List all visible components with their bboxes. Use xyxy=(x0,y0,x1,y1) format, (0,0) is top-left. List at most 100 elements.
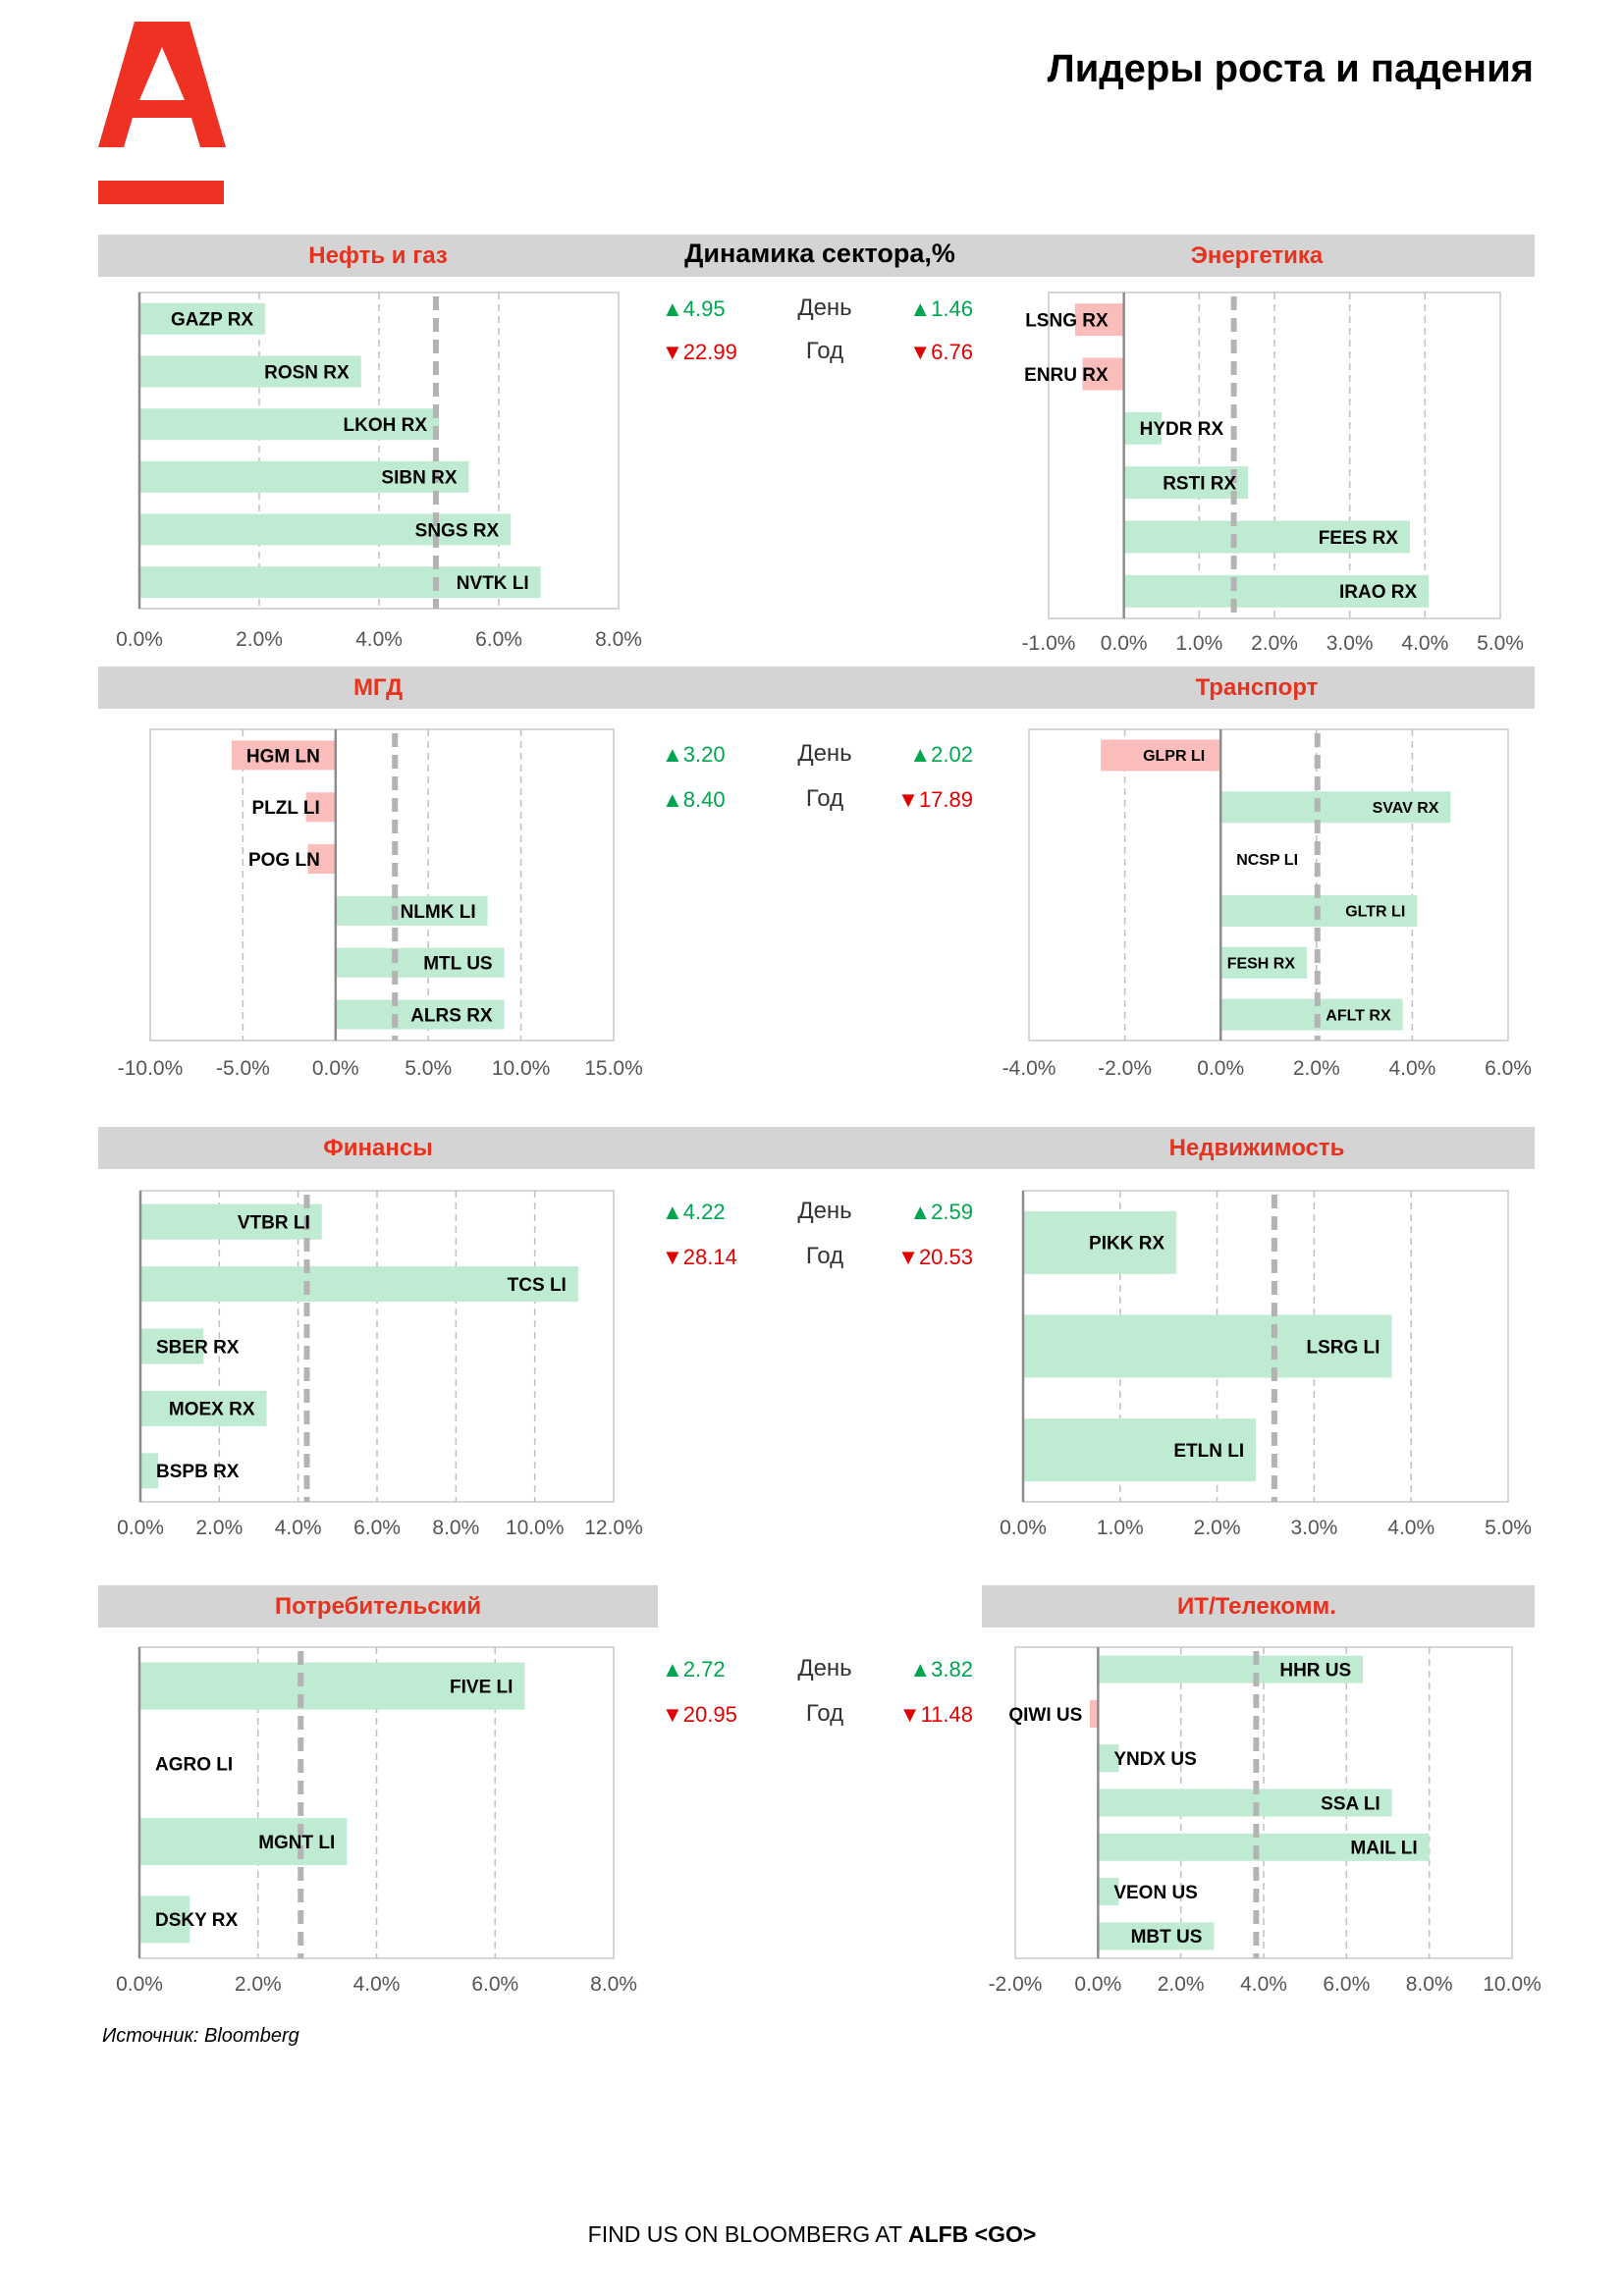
tick-label: 10.0% xyxy=(506,1517,565,1539)
bar xyxy=(140,1203,322,1240)
year-label: Год xyxy=(805,785,844,812)
bar-label: NLMK LI xyxy=(401,902,476,923)
section-title-mining: МГД xyxy=(352,674,404,701)
bar xyxy=(1123,574,1430,608)
sector-band-row-3 xyxy=(98,1127,1535,1169)
bar xyxy=(1098,1922,1215,1950)
chart-energy: -1.0% 0.0% 1.0% 2.0% 3.0% 4.0% 5.0% LSNG RX ENRU… xyxy=(1022,292,1524,655)
tick-label: 5.0% xyxy=(405,1057,452,1080)
day-label: День xyxy=(797,740,852,767)
section-title-consumer: Потребительский xyxy=(274,1593,482,1620)
bar xyxy=(139,355,361,388)
tick-label: 6.0% xyxy=(475,628,522,651)
tick-label: 6.0% xyxy=(471,1973,518,1996)
tick-label: 12.0% xyxy=(584,1517,643,1539)
bar-label: ETLN LI xyxy=(1173,1441,1244,1462)
tick-label: 4.0% xyxy=(1240,1973,1287,1996)
tick-label: 0.0% xyxy=(312,1057,359,1080)
bar-label: MTL US xyxy=(423,954,492,975)
chart-oil-gas: 0.0% 2.0% 4.0% 6.0% 8.0% GAZP RX ROSN RX LKOH R… xyxy=(116,292,642,651)
bar-label: LSRG LI xyxy=(1306,1337,1380,1358)
bar-label: MOEX RX xyxy=(169,1400,255,1420)
section-title-finance: Финансы xyxy=(323,1135,433,1161)
tick-label: 2.0% xyxy=(1194,1517,1241,1539)
bar xyxy=(335,895,488,926)
tick-label: 2.0% xyxy=(1251,632,1298,655)
sector-band-row-1 xyxy=(98,235,1535,277)
tick-label: -4.0% xyxy=(1002,1057,1056,1080)
chart-real-estate: 0.0% 1.0% 2.0% 3.0% 4.0% 5.0% PIKK RX LSRG LI ET… xyxy=(1000,1190,1532,1539)
bar-label: GLPR LI xyxy=(1143,748,1205,765)
tick-label: 10.0% xyxy=(492,1057,551,1080)
tick-label: 5.0% xyxy=(1485,1517,1532,1539)
bar xyxy=(139,566,541,599)
bar xyxy=(139,1662,525,1710)
bar-label: RSTI RX xyxy=(1163,474,1236,495)
day-label: День xyxy=(797,1198,852,1224)
bar-label: SVAV RX xyxy=(1373,800,1439,817)
footer: FIND US ON BLOOMBERG AT ALFB <GO> xyxy=(0,2221,1624,2248)
bar xyxy=(232,740,336,771)
tick-label: 2.0% xyxy=(195,1517,243,1539)
tick-label: 4.0% xyxy=(275,1517,322,1539)
bar xyxy=(140,1453,159,1489)
bar-label: AFLT RX xyxy=(1326,1007,1391,1024)
tick-label: 10.0% xyxy=(1483,1973,1542,1996)
bar-label: HYDR RX xyxy=(1140,419,1224,440)
tick-label: 4.0% xyxy=(1401,632,1448,655)
bar-label: PLZL LI xyxy=(251,798,319,819)
bar xyxy=(335,947,505,978)
tick-label: 2.0% xyxy=(1158,1973,1205,1996)
bar-label: ROSN RX xyxy=(264,362,350,383)
it-telecom-year-change: ▼11.48 xyxy=(898,1702,973,1727)
tick-label: 6.0% xyxy=(1323,1973,1370,1996)
bar xyxy=(1089,1699,1099,1728)
bar xyxy=(1098,1655,1364,1683)
sector-dynamics-title: Динамика сектора,% xyxy=(684,239,955,268)
bar-label: MBT US xyxy=(1131,1927,1203,1948)
section-title-real-estate: Недвижимость xyxy=(1168,1135,1345,1161)
bar xyxy=(139,408,439,441)
tick-label: 3.0% xyxy=(1326,632,1374,655)
finance-day-change: ▲4.22 xyxy=(662,1200,726,1224)
bar-label: SSA LI xyxy=(1321,1793,1380,1814)
mining-day-change: ▲3.20 xyxy=(662,742,726,767)
bar xyxy=(139,1818,348,1866)
bar-label: PIKK RX xyxy=(1089,1234,1164,1255)
tick-label: 2.0% xyxy=(235,1973,282,1996)
bar-label: HGM LN xyxy=(246,746,320,767)
bar-label: MAIL LI xyxy=(1350,1839,1417,1859)
oil-gas-day-change: ▲4.95 xyxy=(662,296,726,321)
year-label: Год xyxy=(805,1243,844,1269)
energy-day-change: ▲1.46 xyxy=(909,296,973,321)
bar xyxy=(335,999,505,1030)
day-label: День xyxy=(797,1655,852,1682)
tick-label: 1.0% xyxy=(1175,632,1222,655)
bar xyxy=(1023,1314,1392,1378)
bar xyxy=(140,1266,578,1303)
bar-label: POG LN xyxy=(248,850,320,871)
tick-label: 6.0% xyxy=(1485,1057,1532,1080)
year-label: Год xyxy=(805,1700,844,1727)
bar-label: DSKY RX xyxy=(155,1910,238,1931)
bar xyxy=(139,513,512,546)
transport-day-change: ▲2.02 xyxy=(909,742,973,767)
tick-label: 4.0% xyxy=(1387,1517,1435,1539)
tick-label: 8.0% xyxy=(432,1517,479,1539)
tick-label: 15.0% xyxy=(584,1057,643,1080)
bar-label: LKOH RX xyxy=(344,415,428,436)
bar xyxy=(1023,1418,1257,1482)
sector-band-row-2 xyxy=(98,667,1535,709)
page-title: Лидеры роста и падения xyxy=(1047,47,1534,90)
bar-label: GLTR LI xyxy=(1345,904,1405,921)
bar xyxy=(1098,1789,1392,1817)
tick-label: 4.0% xyxy=(355,628,403,651)
bar xyxy=(1220,998,1403,1031)
plot-frame xyxy=(1028,728,1509,1041)
tick-label: -1.0% xyxy=(1022,632,1076,655)
tick-label: 0.0% xyxy=(116,628,163,651)
bar xyxy=(1098,1833,1430,1861)
tick-label: -2.0% xyxy=(989,1973,1043,1996)
bar-label: NCSP LI xyxy=(1236,852,1298,869)
bar xyxy=(139,302,266,335)
